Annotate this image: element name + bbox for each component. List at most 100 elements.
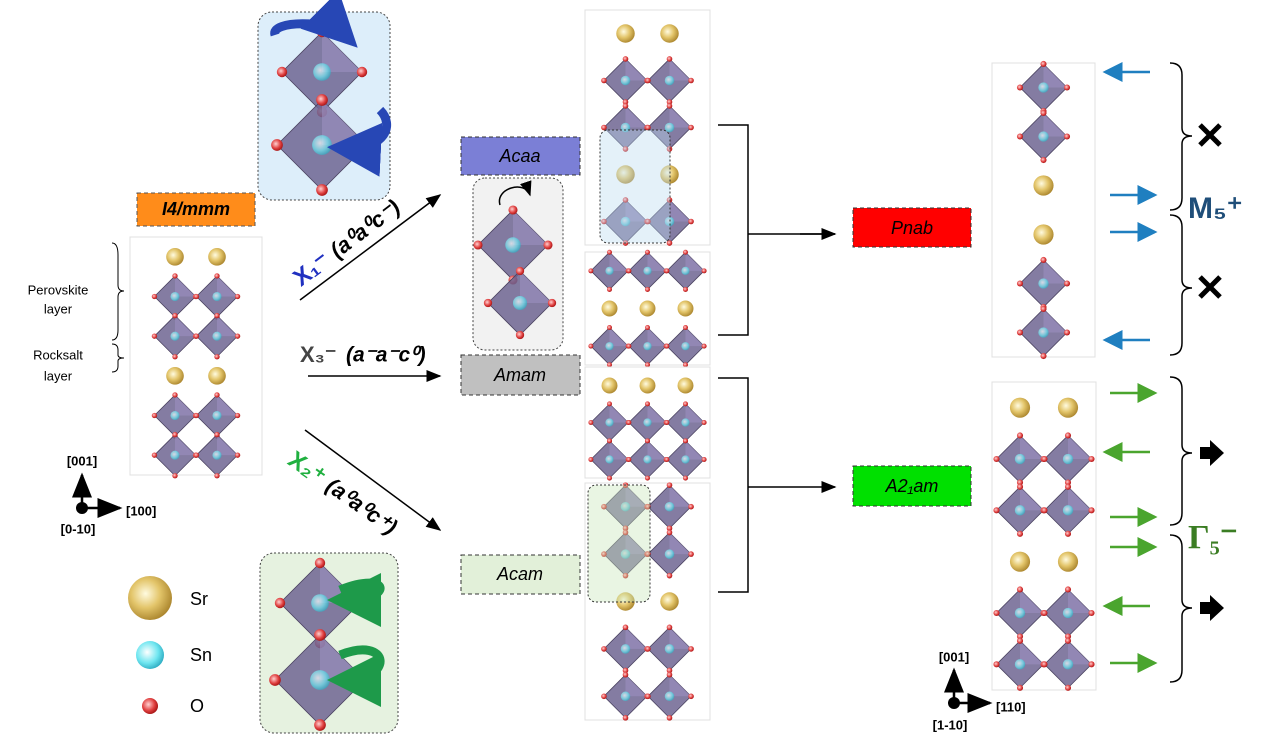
octahedron-face (625, 674, 648, 697)
o-atom (688, 218, 694, 225)
o-atom (515, 330, 525, 340)
o-atom (645, 401, 650, 407)
o-atom (622, 56, 629, 62)
o-atom (622, 667, 629, 674)
o-atom (271, 139, 283, 151)
o-atom (508, 205, 518, 215)
o-atom (666, 715, 673, 721)
octahedron-face (669, 627, 692, 649)
o-atom (645, 124, 651, 131)
legend-label: O (190, 696, 204, 716)
mode-arrow (304, 429, 442, 531)
o-atom (1041, 609, 1048, 617)
octahedron-face (1068, 589, 1092, 613)
o-atom (622, 146, 629, 152)
cross (1198, 123, 1222, 147)
o-atom (601, 503, 607, 510)
mode-notation: (a⁻a⁻c⁰) (346, 344, 426, 367)
octahedron-face (669, 485, 692, 507)
o-atom (151, 452, 158, 458)
o-atom (1041, 455, 1048, 463)
octahedron-face (1043, 259, 1068, 284)
octahedron-face (1020, 486, 1044, 511)
axis-origin (76, 502, 88, 514)
o-atom (688, 693, 694, 700)
mode-arrow (299, 194, 442, 301)
o-atom (683, 401, 688, 407)
sn-atom (681, 342, 690, 351)
o-atom (622, 572, 629, 579)
sn-atom (664, 549, 675, 559)
o-atom (1040, 60, 1047, 68)
sn-atom (664, 691, 675, 702)
o-atom (601, 646, 607, 652)
octahedron-face (647, 252, 667, 271)
o-atom (701, 343, 707, 349)
o-atom (1016, 479, 1024, 486)
axis-label: [1-10] (933, 717, 968, 732)
sr-atom (166, 367, 184, 385)
o-atom (607, 475, 612, 481)
o-atom (193, 293, 200, 300)
sn-atom (620, 501, 631, 512)
sn-atom (1014, 659, 1026, 670)
sn-atom (1038, 278, 1049, 289)
o-atom (1016, 84, 1024, 91)
o-atom (473, 240, 483, 250)
octahedron-face (669, 532, 692, 555)
o-atom (664, 343, 670, 349)
legend-o (142, 698, 158, 714)
o-atom (666, 671, 673, 678)
octahedron-face (647, 327, 667, 347)
o-atom (993, 661, 1000, 668)
sn-atom (643, 455, 652, 464)
octahedron-face (685, 252, 705, 271)
o-atom (622, 671, 629, 678)
o-atom (683, 438, 688, 444)
brace (1169, 62, 1193, 211)
o-atom (1064, 479, 1072, 486)
o-atom (547, 298, 557, 308)
o-atom (1064, 637, 1072, 644)
o-atom (601, 77, 607, 84)
o-atom (607, 362, 612, 368)
o-atom (683, 362, 688, 368)
displacement-arrows (1102, 62, 1158, 673)
parent-phase: I4/mmm (162, 199, 230, 219)
sr-atom (677, 300, 694, 317)
structure-panel (129, 236, 263, 476)
octahedron-face (1020, 640, 1044, 665)
octahedron-face (1020, 589, 1044, 613)
octahedron-face (625, 627, 648, 649)
block-arrow (1200, 595, 1224, 621)
phase-box (460, 136, 581, 176)
o-atom (622, 529, 629, 536)
sn-atom (512, 295, 528, 311)
sr-atom (1033, 175, 1054, 196)
sn-atom (664, 644, 675, 654)
o-atom (1016, 483, 1024, 490)
octahedron-face (175, 275, 196, 297)
o-atom (1064, 432, 1072, 439)
sr-atom (660, 24, 679, 43)
o-atom (666, 240, 673, 246)
sn-atom (212, 291, 222, 302)
mode-notation: (a⁰a⁰c⁺) (321, 473, 401, 540)
highlight-box (599, 129, 671, 244)
o-atom (607, 325, 612, 331)
sr-atom (1033, 224, 1054, 245)
o-atom (993, 455, 1000, 463)
o-atom (588, 420, 594, 425)
brace (1169, 214, 1193, 356)
o-atom (993, 609, 1000, 617)
o-atom (1016, 633, 1024, 640)
o-atom (314, 719, 326, 731)
sn-atom (643, 266, 652, 275)
o-atom (645, 77, 651, 84)
phase-label: A2₁am (885, 476, 939, 496)
octahedron-face (669, 199, 692, 222)
sn-atom (605, 455, 614, 464)
sn-atom (312, 135, 332, 155)
axis-label: [001] (67, 453, 97, 468)
